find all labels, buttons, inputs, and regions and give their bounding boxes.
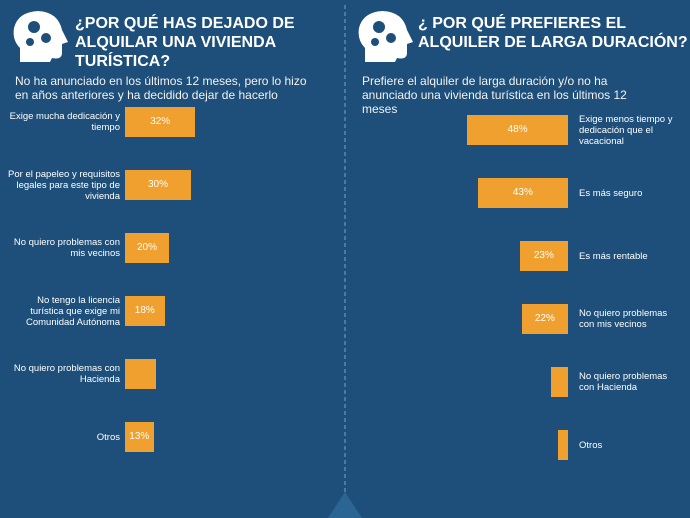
value-label: 18% (134, 305, 155, 316)
value-label: 30% (147, 179, 168, 190)
value-label: 32% (150, 116, 171, 127)
category-label: Exige menos tiempo y dedicación que el v… (579, 113, 673, 147)
bar (551, 367, 568, 397)
chart-title: ¿ POR QUÉ PREFIERES EL ALQUILER DE LARGA… (418, 15, 688, 51)
category-label: No tengo la licencia turística que exige… (25, 294, 120, 328)
category-label: No quiero problemas con mis vecinos (13, 237, 120, 259)
bar (125, 170, 191, 200)
value-label: 20% (136, 242, 157, 253)
chart-subtitle: No ha anunciado en los últimos 12 meses,… (15, 74, 307, 102)
category-label: Es más seguro (579, 187, 643, 199)
divider-arrow (328, 492, 362, 518)
bar (125, 107, 196, 137)
category-label: Es más rentable (579, 250, 648, 262)
bar (125, 233, 169, 263)
bar (125, 422, 154, 452)
category-label: Otros (579, 439, 603, 451)
bar (519, 241, 568, 271)
value-label: 43% (512, 187, 533, 198)
category-label: No quiero problemas con Hacienda (579, 371, 668, 393)
bar (125, 359, 156, 389)
chart-title: ¿POR QUÉ HAS DEJADO DE ALQUILAR UNA VIVI… (75, 15, 295, 70)
category-label: Exige mucha dedicación y tiempo (9, 111, 120, 133)
value-label: 48% (507, 124, 528, 135)
category-label: No quiero problemas con mis vecinos (579, 308, 668, 330)
value-label: 13% (129, 431, 150, 442)
head-icon (358, 11, 413, 62)
chart-subtitle: Prefiere el alquiler de larga duración y… (362, 74, 627, 116)
bar (467, 115, 568, 145)
bar (521, 304, 568, 334)
head-icon (13, 11, 69, 62)
category-label: Otros (96, 431, 120, 443)
category-label: Por el papeleo y requisitos legales para… (8, 168, 120, 202)
category-label: No quiero problemas con Hacienda (13, 363, 120, 385)
bar (477, 178, 568, 208)
value-label: 22% (534, 313, 555, 324)
value-label: 23% (533, 250, 554, 261)
bar (557, 430, 568, 460)
bar (125, 296, 165, 326)
